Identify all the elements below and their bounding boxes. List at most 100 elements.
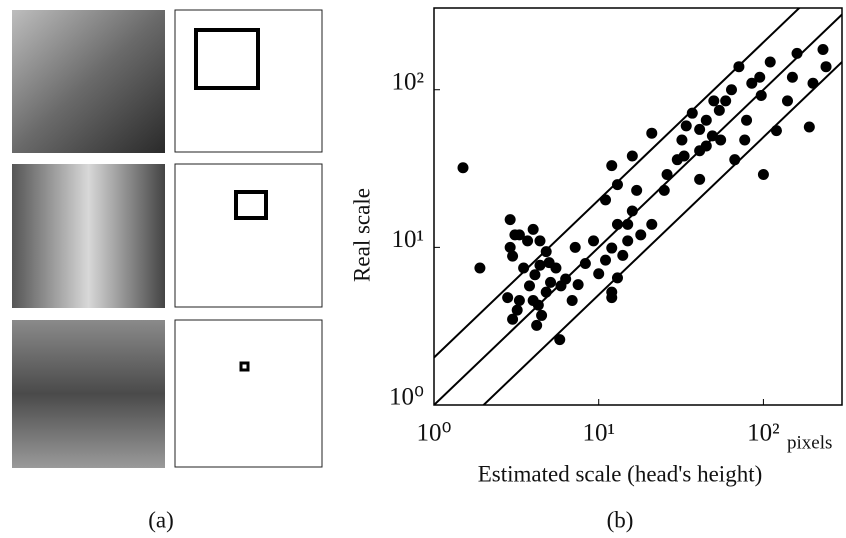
point bbox=[527, 223, 539, 235]
head-box bbox=[239, 361, 250, 372]
point bbox=[572, 279, 584, 291]
point bbox=[725, 84, 737, 96]
point bbox=[764, 56, 776, 68]
point bbox=[507, 313, 519, 325]
point bbox=[579, 258, 591, 270]
point bbox=[560, 273, 572, 285]
point bbox=[791, 47, 803, 59]
point bbox=[536, 309, 548, 321]
point bbox=[588, 235, 600, 247]
point bbox=[661, 168, 673, 180]
point bbox=[502, 292, 514, 304]
point bbox=[757, 168, 769, 180]
point bbox=[540, 286, 552, 298]
point bbox=[523, 280, 535, 292]
point bbox=[626, 205, 638, 217]
point bbox=[606, 242, 618, 254]
point bbox=[600, 254, 612, 266]
point bbox=[622, 235, 634, 247]
point bbox=[529, 269, 541, 281]
point bbox=[729, 154, 741, 166]
photo bbox=[12, 10, 165, 153]
plot-area bbox=[434, 8, 842, 405]
point bbox=[611, 272, 623, 284]
y-tick-label: 10⁰ bbox=[389, 384, 424, 411]
point bbox=[646, 218, 658, 230]
point bbox=[733, 61, 745, 73]
point bbox=[513, 229, 525, 241]
y-tick-label: 10¹ bbox=[392, 226, 425, 253]
point bbox=[532, 299, 544, 311]
point bbox=[611, 218, 623, 230]
panel-label: (a) bbox=[148, 507, 174, 532]
point bbox=[507, 250, 519, 262]
point bbox=[803, 121, 815, 133]
head-box bbox=[234, 190, 268, 220]
point bbox=[569, 241, 581, 253]
reference-line bbox=[434, 8, 801, 359]
x-tick-label: 10⁰ bbox=[416, 420, 451, 447]
point bbox=[746, 77, 758, 89]
point bbox=[741, 114, 753, 126]
reference-line bbox=[482, 61, 842, 405]
x-tick-label: 10² bbox=[747, 420, 780, 447]
point bbox=[504, 214, 516, 226]
point bbox=[518, 262, 530, 274]
point bbox=[534, 235, 546, 247]
frame bbox=[174, 163, 323, 308]
photo bbox=[12, 164, 165, 308]
point bbox=[739, 134, 751, 146]
panel-label: (b) bbox=[607, 507, 634, 532]
point bbox=[700, 114, 712, 126]
point bbox=[593, 268, 605, 280]
point bbox=[457, 162, 469, 174]
point bbox=[706, 130, 718, 142]
point bbox=[807, 77, 819, 89]
reference-line bbox=[434, 13, 842, 405]
point bbox=[754, 71, 766, 83]
point bbox=[680, 120, 692, 132]
point bbox=[817, 43, 829, 55]
x-tick-label: 10¹ bbox=[582, 420, 615, 447]
point bbox=[566, 295, 578, 307]
point bbox=[713, 104, 725, 116]
photo bbox=[12, 320, 165, 468]
point bbox=[513, 295, 525, 307]
frame bbox=[174, 319, 323, 468]
point bbox=[676, 134, 688, 146]
point bbox=[770, 125, 782, 137]
point bbox=[474, 262, 486, 274]
point bbox=[504, 241, 516, 253]
point bbox=[658, 184, 670, 196]
y-axis-label: Real scale bbox=[349, 188, 374, 282]
point bbox=[646, 127, 658, 139]
point bbox=[550, 262, 562, 274]
point bbox=[786, 71, 798, 83]
point bbox=[531, 319, 543, 331]
point bbox=[635, 229, 647, 241]
frame bbox=[174, 9, 323, 153]
point bbox=[522, 235, 534, 247]
point bbox=[708, 95, 720, 107]
point bbox=[534, 259, 546, 271]
point bbox=[700, 140, 712, 152]
point bbox=[545, 276, 557, 288]
x-unit: pixels bbox=[787, 432, 832, 453]
point bbox=[626, 150, 638, 162]
point bbox=[606, 160, 618, 172]
point bbox=[686, 107, 698, 119]
point bbox=[694, 173, 706, 185]
point bbox=[694, 123, 706, 135]
point bbox=[678, 150, 690, 162]
point bbox=[820, 61, 832, 73]
head-box bbox=[194, 28, 260, 90]
plot-frame bbox=[433, 7, 843, 406]
point bbox=[611, 179, 623, 191]
point bbox=[715, 134, 727, 146]
point bbox=[622, 218, 634, 230]
point bbox=[720, 95, 732, 107]
point bbox=[606, 286, 618, 298]
point bbox=[755, 89, 767, 101]
point bbox=[511, 304, 523, 316]
